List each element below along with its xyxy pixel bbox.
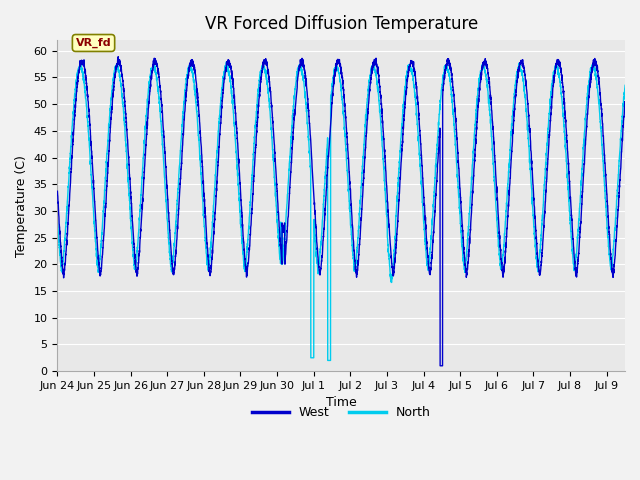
North bbox=[314, 264, 321, 270]
West bbox=[224, 59, 232, 65]
X-axis label: Time: Time bbox=[326, 396, 356, 409]
North bbox=[224, 69, 232, 74]
West bbox=[529, 174, 536, 180]
Line: West: West bbox=[58, 57, 625, 366]
West bbox=[115, 54, 122, 60]
West bbox=[54, 188, 61, 194]
West bbox=[543, 176, 550, 182]
West bbox=[426, 270, 434, 276]
North bbox=[543, 145, 550, 151]
West bbox=[104, 162, 112, 168]
North bbox=[54, 216, 61, 222]
West bbox=[436, 363, 444, 369]
West bbox=[314, 245, 321, 251]
West bbox=[621, 95, 629, 100]
North bbox=[426, 248, 434, 254]
North bbox=[621, 83, 629, 89]
North bbox=[223, 59, 230, 65]
North bbox=[104, 132, 112, 138]
Legend: West, North: West, North bbox=[246, 401, 436, 424]
North bbox=[324, 358, 332, 363]
North bbox=[529, 204, 536, 209]
Y-axis label: Temperature (C): Temperature (C) bbox=[15, 155, 28, 256]
Line: North: North bbox=[58, 62, 625, 360]
Text: VR_fd: VR_fd bbox=[76, 38, 111, 48]
Title: VR Forced Diffusion Temperature: VR Forced Diffusion Temperature bbox=[205, 15, 478, 33]
